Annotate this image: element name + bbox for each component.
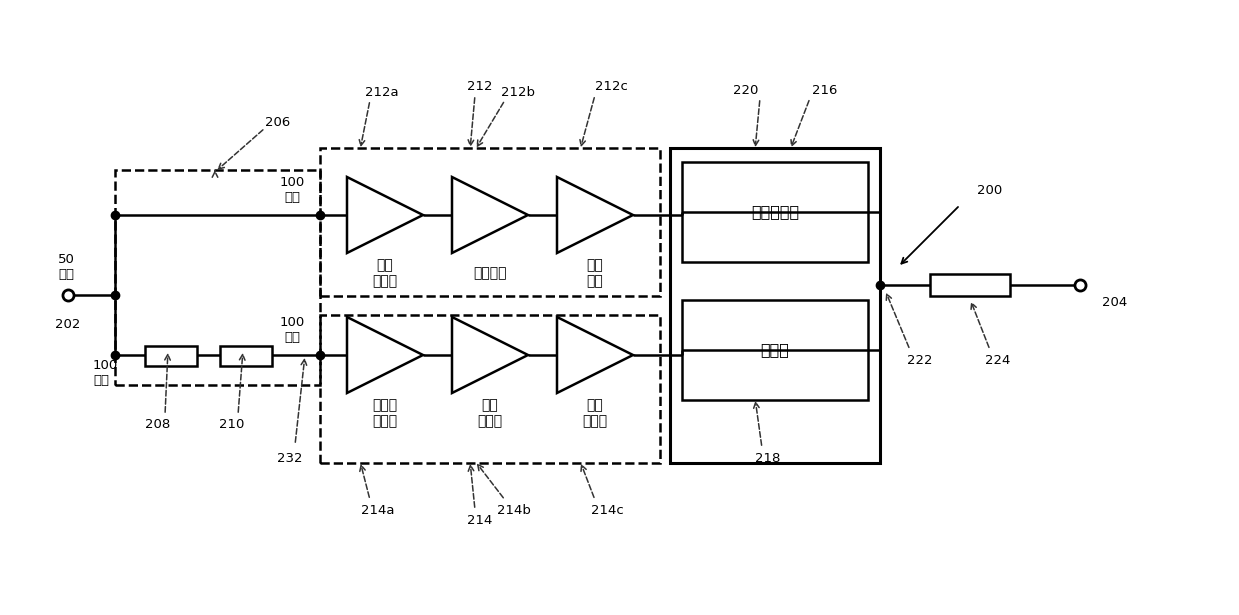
Polygon shape [347, 317, 422, 393]
Text: 50
欧姆: 50 欧姆 [57, 253, 74, 281]
Text: 204: 204 [1101, 296, 1127, 309]
Text: 峰值前
驱动器: 峰值前 驱动器 [373, 398, 398, 428]
Polygon shape [558, 177, 633, 253]
Text: 100
欧姆: 100 欧姆 [279, 176, 305, 204]
Polygon shape [558, 317, 633, 393]
Text: 峰值
驱动器: 峰值 驱动器 [477, 398, 503, 428]
Text: 220: 220 [733, 84, 758, 97]
Text: 阻抗逆变器: 阻抗逆变器 [751, 205, 799, 220]
Text: 202: 202 [56, 319, 81, 331]
Text: 100
欧姆: 100 欧姆 [93, 359, 118, 387]
Text: 208: 208 [145, 418, 171, 432]
Bar [930, 274, 1010, 296]
Polygon shape [452, 317, 528, 393]
Text: 212c: 212c [595, 81, 627, 93]
Text: 206: 206 [265, 116, 291, 129]
Text: 214b: 214b [497, 504, 532, 517]
Text: 210: 210 [219, 418, 244, 432]
Text: 216: 216 [813, 84, 838, 97]
Text: 主前
驱动器: 主前 驱动器 [373, 258, 398, 288]
Text: 主最
终级: 主最 终级 [586, 258, 603, 288]
Bar [681, 162, 869, 262]
Text: 212: 212 [467, 81, 493, 93]
Polygon shape [452, 177, 528, 253]
Bar [320, 315, 660, 463]
Text: 变压器: 变压器 [761, 343, 789, 357]
Text: 212b: 212b [501, 85, 535, 98]
Text: 200: 200 [978, 183, 1002, 197]
Text: 232: 232 [278, 451, 302, 464]
Bar [320, 148, 660, 296]
Bar [221, 346, 273, 366]
Text: 218: 218 [756, 451, 781, 464]
Text: 214c: 214c [591, 504, 623, 517]
Text: 100
欧姆: 100 欧姆 [279, 316, 305, 344]
Text: 峰值
最终级: 峰值 最终级 [582, 398, 607, 428]
Text: 主驱动器: 主驱动器 [473, 266, 507, 280]
Text: 212a: 212a [366, 85, 399, 98]
Bar [115, 170, 320, 385]
Text: 214: 214 [467, 514, 493, 526]
Text: 224: 224 [985, 354, 1011, 367]
Bar [670, 148, 880, 463]
Bar [145, 346, 197, 366]
Text: 222: 222 [907, 354, 933, 367]
Text: 214a: 214a [362, 504, 395, 517]
Polygon shape [347, 177, 422, 253]
Bar [681, 300, 869, 400]
